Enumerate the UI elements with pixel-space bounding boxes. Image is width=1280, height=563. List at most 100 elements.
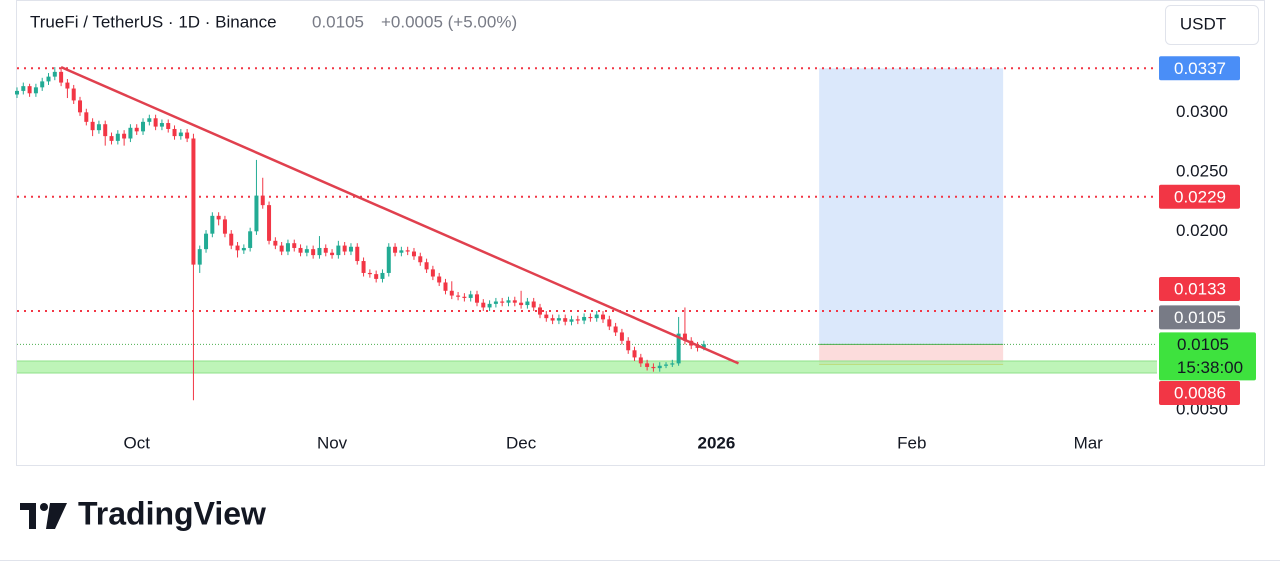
- candle-body: [512, 300, 517, 303]
- currency-label[interactable]: USDT: [1180, 14, 1226, 33]
- candle-body: [424, 262, 429, 270]
- candle-body: [651, 366, 656, 369]
- candle-body: [204, 233, 209, 250]
- candle-body: [594, 314, 599, 319]
- candle-body: [474, 294, 479, 303]
- candle-body: [638, 357, 643, 364]
- candle-body: [374, 274, 379, 279]
- candle-body: [84, 112, 89, 122]
- candle-body: [664, 364, 669, 366]
- candle-body: [613, 326, 618, 333]
- candle-body: [418, 256, 423, 263]
- candle-body: [235, 245, 240, 251]
- candle-body: [550, 318, 555, 321]
- price-label: 0.0133: [1174, 280, 1226, 299]
- candle-body: [348, 246, 353, 252]
- candle-body: [411, 251, 416, 257]
- candle-body: [399, 250, 404, 253]
- candle-body: [670, 363, 675, 365]
- candle-body: [122, 133, 127, 139]
- candle-body: [248, 231, 253, 248]
- candle-body: [601, 314, 606, 320]
- y-tick-label: 0.0300: [1176, 102, 1228, 121]
- currency-button[interactable]: [1165, 5, 1259, 45]
- candle-body: [582, 316, 587, 321]
- candle-body: [538, 307, 543, 315]
- chart-title: TrueFi / TetherUS · 1D · Binance: [30, 12, 277, 31]
- candle-body: [21, 86, 26, 91]
- candle-body: [128, 127, 133, 139]
- candle-body: [682, 333, 687, 341]
- candle-body: [575, 319, 580, 321]
- candle-body: [500, 301, 505, 303]
- x-tick-label: Dec: [506, 433, 537, 452]
- candle-body: [65, 82, 70, 89]
- candle-body: [430, 269, 435, 277]
- candle-body: [185, 132, 190, 139]
- candle-body: [40, 81, 45, 88]
- candle-body: [405, 250, 410, 252]
- candle-body: [172, 128, 177, 137]
- price-label-box: [1159, 56, 1240, 81]
- candle-body: [361, 261, 366, 273]
- price-label: 0.0337: [1174, 59, 1226, 78]
- candle-body: [336, 245, 341, 256]
- candle-body: [506, 300, 511, 303]
- candle-body: [676, 333, 681, 364]
- candle-body: [216, 215, 221, 220]
- x-tick-label: Oct: [123, 433, 150, 452]
- candle-body: [544, 314, 549, 319]
- candle-body: [468, 294, 473, 298]
- price-label: 0.0105: [1177, 335, 1229, 354]
- candle-body: [393, 246, 398, 253]
- candle-body: [52, 71, 57, 77]
- price-label-box: [1159, 305, 1240, 330]
- countdown-label: 15:38:00: [1177, 358, 1243, 377]
- candle-body: [273, 240, 278, 246]
- price-label-box: [1159, 380, 1240, 405]
- candle-body: [619, 332, 624, 341]
- candle-body: [556, 318, 561, 321]
- header-price: 0.0105: [312, 12, 364, 31]
- candle-body: [632, 350, 637, 358]
- candle-body: [134, 127, 139, 132]
- candle-body: [159, 123, 164, 127]
- candle-body: [607, 319, 612, 327]
- candle-body: [115, 133, 120, 141]
- candle-body: [71, 88, 76, 101]
- candle-body: [96, 124, 101, 131]
- candle-body: [330, 252, 335, 256]
- candle-body: [279, 245, 284, 252]
- candle-body: [569, 319, 574, 322]
- chart-frame: [16, 0, 1265, 466]
- candle-body: [487, 303, 492, 308]
- candle-body: [645, 363, 650, 367]
- candle-body: [222, 219, 227, 234]
- x-tick-label: Nov: [317, 433, 348, 452]
- candle-body: [481, 302, 486, 308]
- candle-body: [588, 316, 593, 319]
- candle-body: [449, 290, 454, 296]
- candle-body: [229, 233, 234, 246]
- candle-body: [147, 118, 152, 122]
- candle-body: [292, 243, 297, 248]
- x-tick-label: Mar: [1074, 433, 1104, 452]
- candle-body: [241, 247, 246, 251]
- candle-body: [46, 76, 51, 82]
- position-loss-zone: [819, 344, 1004, 365]
- candle-body: [78, 100, 83, 113]
- plot-area: [15, 65, 1157, 401]
- candle-body: [27, 86, 32, 94]
- candle-body: [90, 121, 95, 131]
- candle-body: [153, 118, 158, 127]
- x-tick-label: 2026: [698, 433, 736, 452]
- candle-body: [657, 365, 662, 369]
- price-label-box: [1159, 332, 1256, 381]
- candle-body: [386, 246, 391, 273]
- candle-body: [626, 340, 631, 351]
- header-change: +0.0005 (+5.00%): [381, 12, 517, 31]
- candle-body: [267, 205, 272, 241]
- candle-body: [197, 249, 202, 265]
- candle-body: [563, 318, 568, 322]
